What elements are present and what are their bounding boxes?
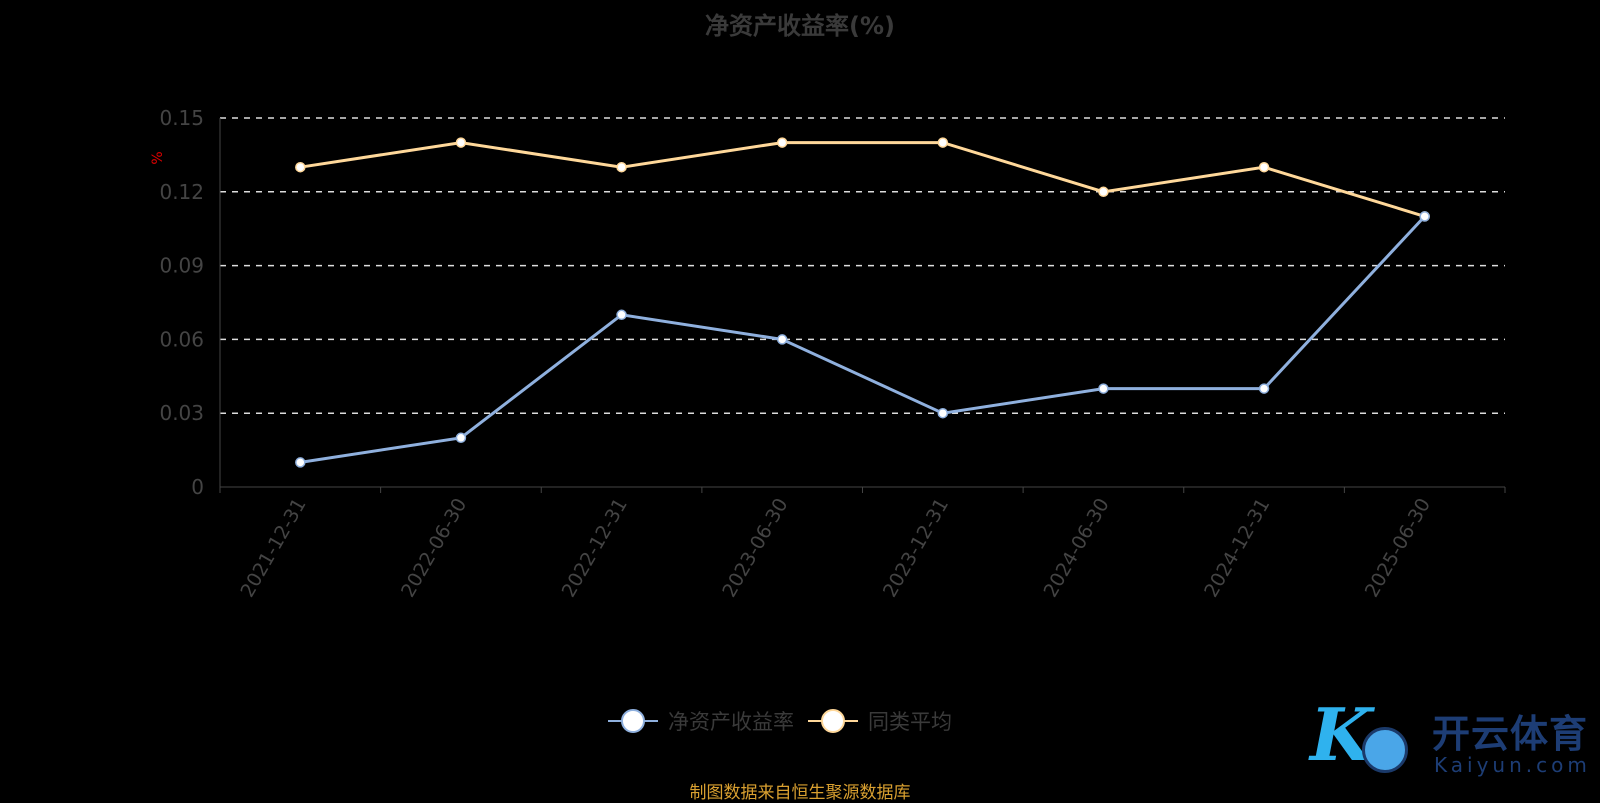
y-tick-label: 0.12 (159, 180, 204, 204)
soccer-ball-icon (1362, 727, 1408, 773)
y-tick-label: 0 (191, 475, 204, 499)
x-tick-label: 2021-12-31 (236, 495, 310, 602)
x-tick-label: 2024-06-30 (1040, 495, 1114, 602)
data-point (776, 137, 788, 148)
legend-item-roe[interactable]: 净资产收益率 (608, 706, 794, 736)
data-point (937, 407, 949, 419)
data-point (295, 457, 306, 468)
data-point (616, 309, 627, 321)
legend-label: 净资产收益率 (668, 710, 794, 734)
data-point (1419, 211, 1430, 222)
series-line (300, 215, 1426, 464)
data-point (455, 432, 467, 444)
data-point (776, 334, 788, 345)
logo-en: Kaiyun.com (1434, 753, 1591, 777)
series-line (300, 141, 1426, 218)
x-tick-label: 2023-06-30 (718, 495, 792, 602)
x-tick-label: 2022-12-31 (558, 495, 632, 602)
logo-cn: 开云体育 (1432, 712, 1589, 756)
y-tick-label: 0.09 (159, 254, 204, 278)
data-point (1098, 186, 1109, 198)
legend-marker-roe (608, 709, 658, 733)
data-source-note: 制图数据来自恒生聚源数据库 (689, 783, 911, 803)
kaiyun-logo: K 开云体育 Kaiyun.com (1310, 695, 1600, 790)
logo-k-glyph: K (1310, 692, 1373, 777)
chart-title: 净资产收益率(%) (705, 12, 895, 40)
data-point (616, 161, 627, 173)
y-tick-label: 0.03 (159, 401, 204, 425)
y-tick-label: 0.15 (159, 106, 204, 130)
data-point (1098, 383, 1109, 394)
legend-label: 同类平均 (868, 710, 952, 734)
legend-item-avg[interactable]: 同类平均 (808, 706, 952, 736)
x-tick-label: 2022-06-30 (397, 495, 471, 602)
data-point (937, 137, 949, 148)
line-chart: 0 0.03 0.06 0.09 0.12 0.15% 2021-12-31 2022-06-… (150, 106, 1506, 602)
x-tick-label: 2025-06-30 (1361, 495, 1435, 602)
data-point (1258, 383, 1270, 394)
data-point (455, 137, 467, 148)
data-point (1258, 161, 1270, 173)
y-axis-unit: % (150, 151, 166, 164)
legend-marker-avg (808, 709, 858, 733)
legend: 净资产收益率 同类平均 (608, 706, 966, 736)
y-tick-label: 0.06 (159, 327, 204, 351)
x-tick-label: 2024-12-31 (1200, 495, 1274, 602)
data-point (295, 161, 306, 173)
x-tick-label: 2023-12-31 (879, 495, 953, 602)
